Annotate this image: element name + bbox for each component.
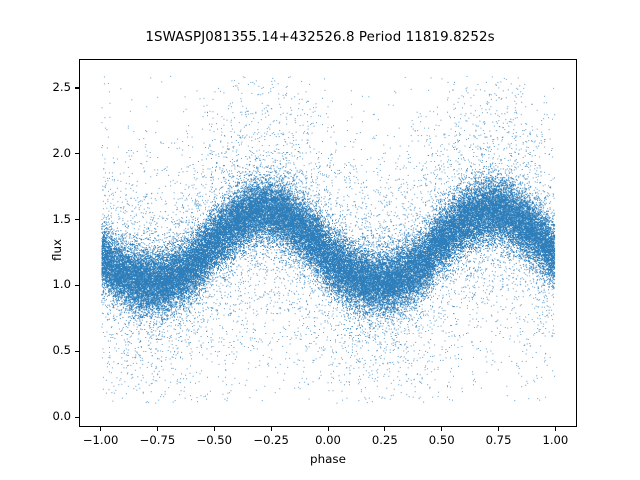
y-tick [75,350,79,352]
x-tick-label: −0.50 [196,433,233,447]
y-axis-label: flux [50,238,64,262]
x-tick-label: 0.75 [485,433,512,447]
x-tick [384,427,386,431]
x-tick [327,427,329,431]
x-axis-label: phase [310,452,346,466]
y-tick [75,153,79,155]
x-tick [441,427,443,431]
x-tick [213,427,215,431]
y-tick-label: 1.0 [52,277,71,292]
x-tick-label: 1.00 [542,433,569,447]
x-tick-label: 0.00 [315,433,341,447]
x-tick [156,427,158,431]
y-tick [75,219,79,221]
x-tick-label: −0.25 [253,433,289,447]
x-tick-label: −1.00 [82,433,119,447]
x-tick [270,427,272,431]
chart-title: 1SWASPJ081355.14+432526.8 Period 11819.8… [145,30,495,45]
y-tick-label: 2.0 [52,145,71,160]
y-tick-label: 0.5 [52,343,71,358]
x-tick [554,427,556,431]
plot-axes [79,59,577,427]
y-tick [75,87,79,89]
x-tick-label: 0.25 [371,433,398,447]
y-tick [75,416,79,418]
x-tick-label: 0.50 [428,433,455,447]
scatter-points-layer [80,60,576,426]
y-tick-label: 1.5 [52,211,71,226]
x-tick [498,427,500,431]
y-tick-label: 0.0 [52,409,71,424]
x-tick-label: −0.75 [139,433,176,447]
x-tick [100,427,102,431]
y-tick [75,284,79,286]
y-tick-label: 2.5 [52,79,71,94]
